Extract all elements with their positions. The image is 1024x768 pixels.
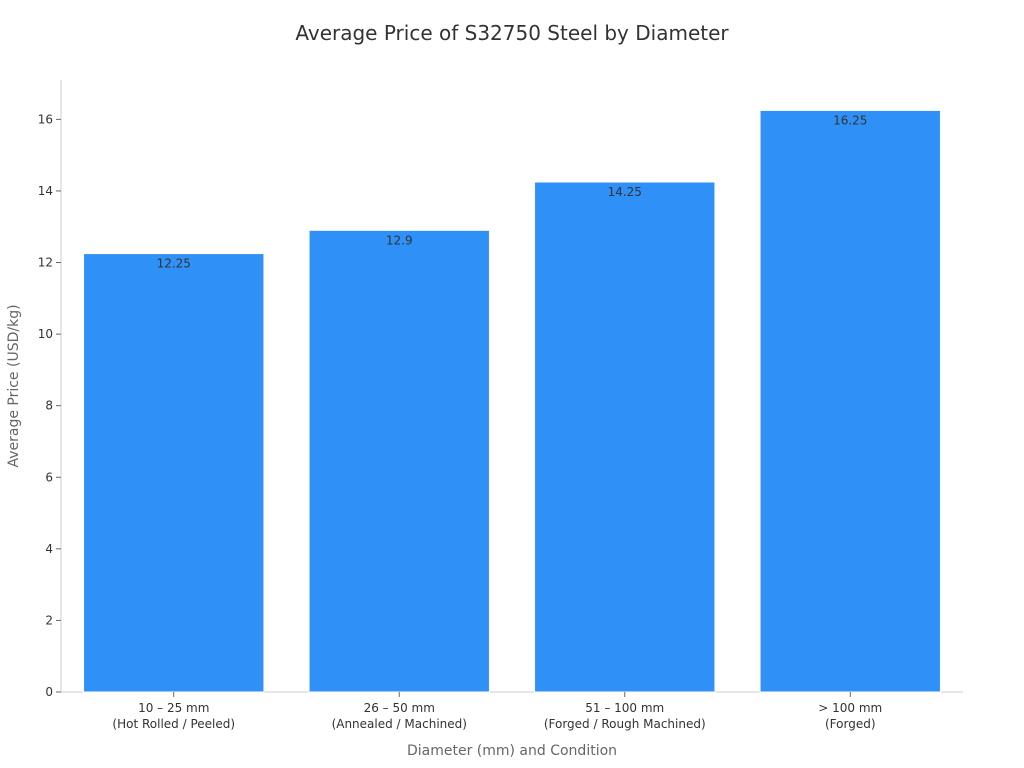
bar-data-label: 14.25 xyxy=(608,185,642,199)
y-tick-label: 6 xyxy=(45,470,53,484)
bar xyxy=(534,181,716,693)
y-tick-label: 14 xyxy=(38,184,53,198)
x-tick-label: 10 – 25 mm xyxy=(138,701,209,715)
y-tick-label: 4 xyxy=(45,542,53,556)
x-tick-sublabel: (Annealed / Machined) xyxy=(332,717,467,731)
x-tick-sublabel: (Forged / Rough Machined) xyxy=(544,717,706,731)
bar-data-label: 12.25 xyxy=(157,257,191,271)
plot-area: 0 2 4 6 8 10 12 14 16 12.25 10 – 25 mm (Hot Rolled … xyxy=(38,80,963,731)
bar xyxy=(759,109,941,693)
x-tick-sublabel: (Hot Rolled / Peeled) xyxy=(112,717,235,731)
y-tick-label: 8 xyxy=(45,399,53,413)
y-tick-label: 0 xyxy=(45,685,53,699)
x-tick-sublabel: (Forged) xyxy=(825,717,876,731)
y-axis-label: Average Price (USD/kg) xyxy=(6,304,22,467)
x-tick-label: 51 – 100 mm xyxy=(585,701,664,715)
x-axis-label: Diameter (mm) and Condition xyxy=(407,743,617,759)
y-tick-label: 12 xyxy=(38,256,53,270)
bar-data-label: 12.9 xyxy=(386,233,413,247)
y-tick-label: 16 xyxy=(38,112,53,126)
bar-data-label: 16.25 xyxy=(833,113,867,127)
x-tick-label: 26 – 50 mm xyxy=(364,701,435,715)
bar xyxy=(308,229,490,693)
bar xyxy=(83,253,265,693)
x-tick-label: > 100 mm xyxy=(818,701,882,715)
chart-title: Average Price of S32750 Steel by Diamete… xyxy=(295,21,729,45)
y-tick-label: 2 xyxy=(45,613,53,627)
y-tick-label: 10 xyxy=(38,327,53,341)
